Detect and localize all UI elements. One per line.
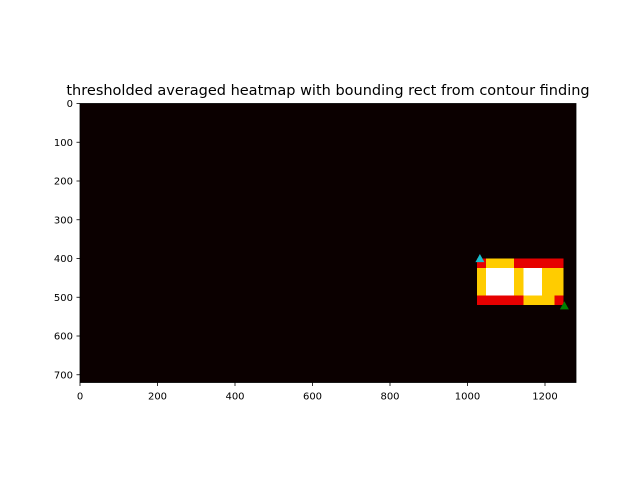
x-tick-label: 1000 bbox=[455, 392, 480, 403]
y-tick-label: 600 bbox=[54, 332, 73, 343]
y-axis: 0 100 200 300 400 500 600 700 bbox=[54, 99, 80, 381]
corner-marker bbox=[559, 301, 569, 310]
y-tick-label: 500 bbox=[54, 293, 73, 304]
x-tick-label: 600 bbox=[303, 392, 322, 403]
chart-title: thresholded averaged heatmap with boundi… bbox=[66, 83, 589, 99]
heatmap-background bbox=[80, 103, 576, 383]
heat-cell bbox=[486, 258, 514, 268]
heat-cell bbox=[476, 295, 564, 305]
plot-area bbox=[79, 103, 577, 383]
heat-cell bbox=[476, 258, 564, 268]
y-tick-label: 400 bbox=[54, 254, 73, 265]
heat-cell bbox=[523, 295, 555, 305]
y-tick-label: 0 bbox=[67, 99, 73, 110]
x-tick-label: 400 bbox=[225, 392, 244, 403]
x-tick-label: 200 bbox=[148, 392, 167, 403]
y-tick-label: 100 bbox=[54, 138, 73, 149]
heat-cell bbox=[486, 267, 514, 296]
y-tick-label: 300 bbox=[54, 215, 73, 226]
x-tick-label: 800 bbox=[380, 392, 399, 403]
y-tick-label: 700 bbox=[54, 370, 73, 381]
y-tick-label: 200 bbox=[54, 177, 73, 188]
corner-marker bbox=[475, 254, 485, 263]
x-axis: 0 200 400 600 800 1000 1200 bbox=[77, 382, 558, 403]
plot-frame bbox=[79, 103, 577, 383]
x-tick-label: 1200 bbox=[532, 392, 557, 403]
x-tick-label: 0 bbox=[77, 392, 83, 403]
heat-cell bbox=[523, 267, 542, 296]
